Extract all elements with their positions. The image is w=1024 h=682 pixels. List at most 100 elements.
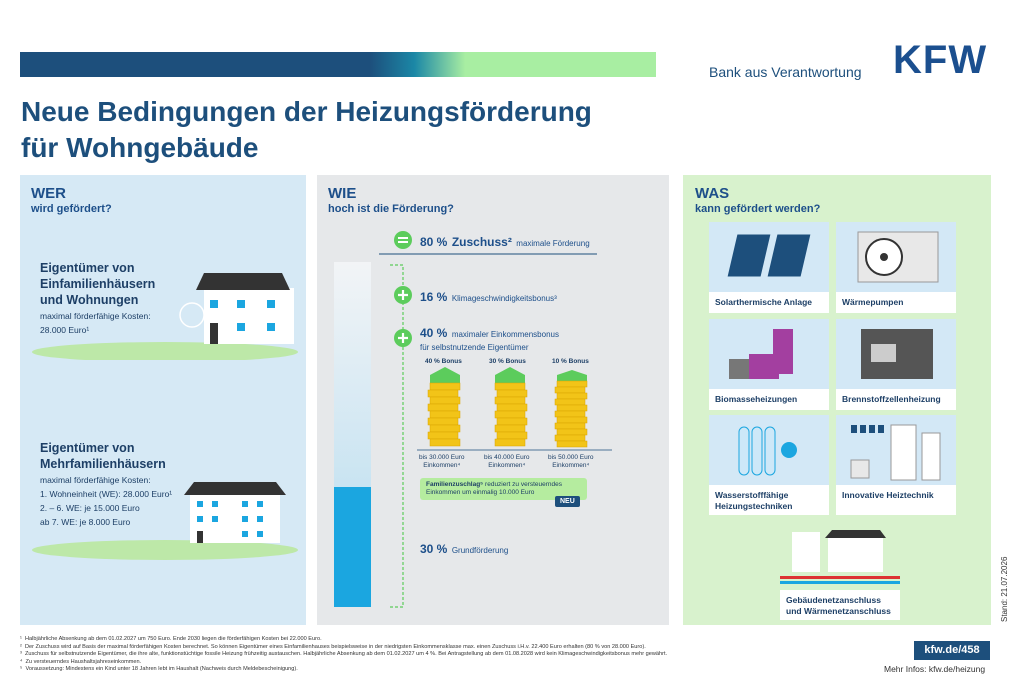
marker: ² <box>20 643 22 650</box>
heading: WER <box>31 185 66 202</box>
footnote: ³ Zuschuss für selbstnutzende Eigentümer… <box>20 651 667 659</box>
line: ab 7. WE: je 8.000 Euro <box>40 517 131 527</box>
line: Heizungstechniken <box>715 501 793 511</box>
item: 30 % Grundförderung <box>420 540 508 558</box>
label: maximaler Einkommensbonus <box>451 330 559 339</box>
line: bis 30.000 Euro <box>419 454 465 461</box>
percent: 16 % <box>420 290 448 304</box>
line: maximal förderfähige Kosten: <box>40 311 151 321</box>
more-info: Mehr Infos: kfw.de/heizung <box>884 664 986 674</box>
line: und Wärmenetzanschluss <box>786 606 891 616</box>
label: Grundförderung <box>451 546 509 555</box>
icon <box>836 415 956 485</box>
text: Zu versteuerndes Haushaltsjahreseinkomme… <box>25 658 142 665</box>
label: Familienzuschlag⁵ <box>426 481 484 488</box>
percent: 40 % <box>420 326 448 340</box>
item: 16 % Klimageschwindigkeitsbonus³ <box>420 288 557 306</box>
tagline: Bank aus Verantwortung <box>709 64 862 80</box>
note: maximale Förderung <box>516 239 590 248</box>
label: Zuschuss² <box>451 235 512 249</box>
line: Einkommen um einmalig 10.000 Euro <box>426 489 535 496</box>
group-details: maximal förderfähige Kosten: 28.000 Euro¹ <box>40 309 151 337</box>
label: Biomasseheizungen <box>715 394 798 404</box>
title-line: für Wohngebäude <box>21 132 259 163</box>
line: 2. – 6. WE: je 15.000 Euro <box>40 503 140 513</box>
icon <box>836 222 956 292</box>
line: Gebäudenetzanschluss <box>786 595 881 605</box>
line: Mehrfamilienhäusern <box>40 457 166 471</box>
link[interactable]: kfw.de/458 <box>914 641 990 660</box>
footnotes: ¹ Halbjährliche Absenkung ab dem 01.02.2… <box>20 636 667 674</box>
tile: Brennstoffzellenheizung <box>836 319 956 410</box>
line: Eigentümer von <box>40 261 135 275</box>
label: Gebäudenetzanschluss und Wärmenetzanschlu… <box>780 590 900 622</box>
marker: ³ <box>20 651 22 657</box>
label: Wasserstofffähige Heizungstechniken <box>709 485 829 517</box>
wie-graphic <box>334 231 612 608</box>
was-panel: WAS kann gefördert werden? Solarthermisc… <box>683 175 991 625</box>
marker: ¹ <box>20 636 22 642</box>
line: und Wohnungen <box>40 293 139 307</box>
group-details: maximal förderfähige Kosten: 1. Wohneinhe… <box>40 473 172 529</box>
line: Einkommen⁴ <box>552 462 590 469</box>
item: 40 % maximaler Einkommensbonus für selbst… <box>420 327 559 353</box>
label: Wärmepumpen <box>842 297 904 307</box>
line: reduziert zu versteuerndes <box>485 481 563 488</box>
note: für selbstnutzende Eigentümer <box>420 343 529 352</box>
icon <box>709 415 829 485</box>
bonus-income: bis 30.000 Euro Einkommen⁴ <box>419 454 465 470</box>
marker: ⁴ <box>20 658 23 665</box>
heading: WAS <box>695 185 730 202</box>
stand: Stand: 21.07.2026 <box>1000 556 1009 622</box>
text: Zuschuss für selbstnutzende Eigentümer, … <box>24 651 668 657</box>
line: Einkommen⁴ <box>488 462 526 469</box>
subheading: wird gefördert? <box>31 203 112 215</box>
subheading: hoch ist die Förderung? <box>328 203 454 215</box>
label: Innovative Heiztechnik <box>842 490 934 500</box>
header-bar <box>20 52 656 77</box>
total: 80 % Zuschuss² maximale Förderung <box>420 233 590 251</box>
family-box: Familienzuschlag⁵ reduziert zu versteuer… <box>420 478 587 500</box>
tile: Biomasseheizungen <box>709 319 829 410</box>
percent: 80 % <box>420 235 448 249</box>
text: Der Zuschuss wird auf Basis der maximal … <box>24 643 646 650</box>
icon <box>836 319 956 389</box>
heading: WIE <box>328 185 357 202</box>
title-line: Neue Bedingungen der Heizungsförderung <box>21 96 592 127</box>
line: Eigentümer von <box>40 441 135 455</box>
bonus-label: 30 % Bonus <box>489 358 526 365</box>
line: maximal förderfähige Kosten: <box>40 475 151 485</box>
bonus-label: 10 % Bonus <box>552 358 589 365</box>
label: Klimageschwindigkeitsbonus³ <box>451 294 557 303</box>
bonus-income: bis 50.000 Euro Einkommen⁴ <box>548 454 594 470</box>
wie-panel: WIE hoch ist die Förderung? 80 % Zuschus… <box>317 175 669 625</box>
bonus-label: 40 % Bonus <box>425 358 462 365</box>
line: Einfamilienhäusern <box>40 277 156 291</box>
line: 1. Wohneinheit (WE): 28.000 Euro¹ <box>40 489 173 499</box>
tile: Innovative Heiztechnik <box>836 415 956 515</box>
logo: KFW <box>893 38 988 82</box>
label: Brennstoffzellenheizung <box>842 394 941 404</box>
line: Einkommen⁴ <box>423 462 461 469</box>
text: Voraussetzung: Mindestens ein Kind unter… <box>25 666 298 672</box>
percent: 30 % <box>420 542 448 556</box>
title: Neue Bedingungen der Heizungsförderung f… <box>21 94 592 166</box>
icon <box>709 222 829 292</box>
bonus-income: bis 40.000 Euro Einkommen⁴ <box>484 454 530 470</box>
badge: NEU <box>555 496 580 507</box>
house-icon <box>32 273 298 360</box>
footnote: ¹ Halbjährliche Absenkung ab dem 01.02.2… <box>20 636 667 644</box>
line: bis 50.000 Euro <box>548 454 594 461</box>
group-title: Eigentümer von Mehrfamilienhäusern <box>40 440 166 472</box>
label: Solarthermische Anlage <box>715 297 812 307</box>
wer-panel: WER wird gefördert? Eigentümer von Einfam… <box>20 175 306 625</box>
line: Wasserstofffähige <box>715 490 789 500</box>
marker: ⁵ <box>20 666 23 672</box>
house-icon <box>32 482 298 560</box>
tile: Solarthermische Anlage <box>709 222 829 313</box>
icon <box>780 520 900 590</box>
group-title: Eigentümer von Einfamilienhäusern und Wohn… <box>40 260 155 308</box>
tile: Wasserstofffähige Heizungstechniken <box>709 415 829 515</box>
